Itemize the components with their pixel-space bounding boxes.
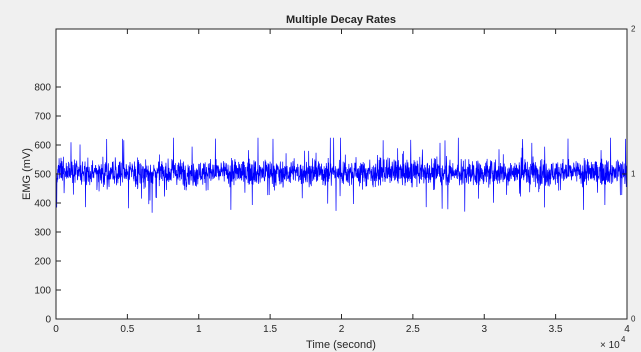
y-tick-label: 300 — [34, 228, 51, 239]
chart-title: Multiple Decay Rates — [286, 14, 396, 26]
right-tick-label: 1 — [631, 170, 636, 179]
x-axis-label: Time (second) — [306, 339, 376, 351]
right-tick-label: 0 — [631, 315, 636, 324]
x-tick-label: 1 — [196, 324, 202, 335]
y-tick-label: 400 — [34, 199, 51, 210]
y-tick-label: 200 — [34, 257, 51, 268]
x-tick-label: 2 — [339, 324, 345, 335]
y-axis-label: EMG (mV) — [21, 148, 33, 200]
y-tick-label: 800 — [34, 83, 51, 94]
y-tick-label: 500 — [34, 170, 51, 181]
y-tick-label: 600 — [34, 141, 51, 152]
x-tick-label: 0.5 — [120, 324, 134, 335]
x-axis-multiplier-exponent: 4 — [621, 335, 626, 344]
x-tick-label: 2.5 — [406, 324, 420, 335]
x-tick-label: 3.5 — [549, 324, 563, 335]
y-tick-label: 0 — [45, 315, 51, 326]
y-tick-label: 100 — [34, 286, 51, 297]
x-tick-label: 0 — [53, 324, 59, 335]
y-tick-label: 700 — [34, 112, 51, 123]
x-tick-label: 4 — [624, 324, 630, 335]
x-tick-label: 3 — [481, 324, 487, 335]
x-tick-label: 1.5 — [263, 324, 277, 335]
right-tick-label: 2 — [631, 25, 636, 34]
x-axis-multiplier: × 10 — [600, 340, 620, 351]
